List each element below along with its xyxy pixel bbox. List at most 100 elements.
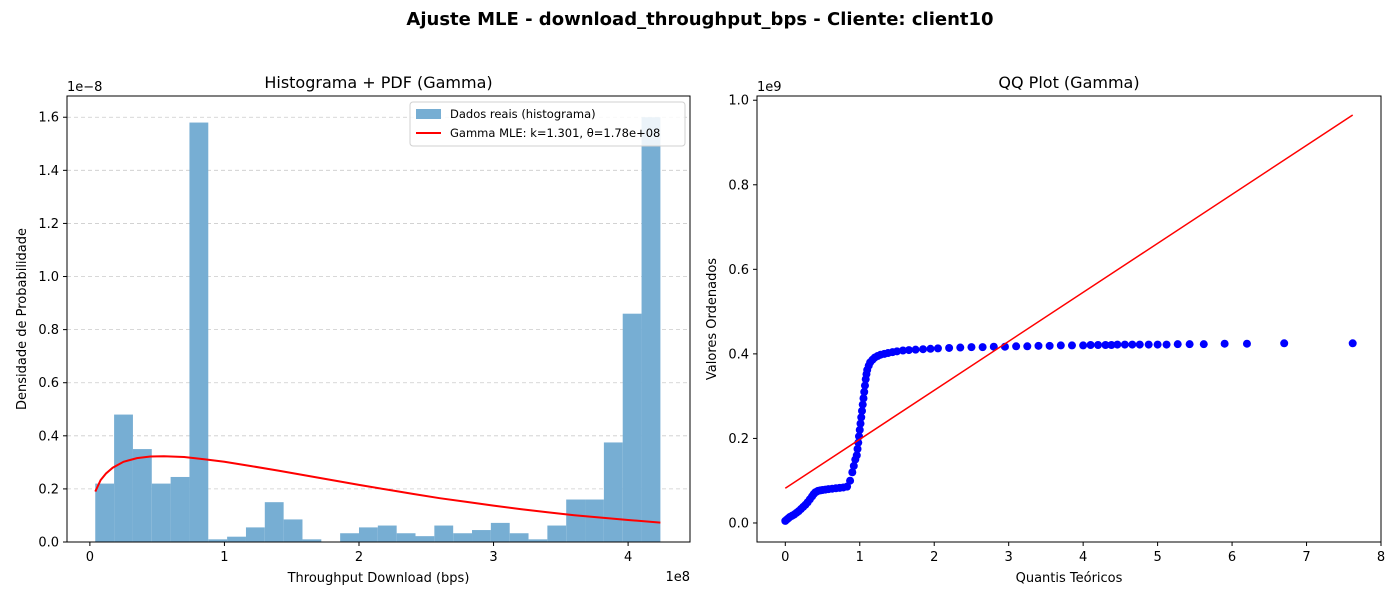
chart2-title: QQ Plot (Gamma) bbox=[998, 73, 1139, 92]
chart2-qq-point bbox=[1348, 339, 1357, 348]
chart2-qq-point bbox=[1113, 340, 1122, 349]
chart2-qq-point bbox=[1023, 342, 1032, 351]
chart2-qq-point bbox=[848, 468, 857, 477]
chart2-qq-point bbox=[852, 451, 861, 460]
chart1-histogram-bar bbox=[283, 519, 303, 542]
chart1-y-tick-label: 0.6 bbox=[38, 376, 59, 391]
chart1-histogram-bar bbox=[415, 536, 435, 542]
chart2-y-offset-text: 1e9 bbox=[757, 80, 782, 95]
chart2-qq-point bbox=[904, 346, 913, 355]
chart2-qq-point bbox=[857, 406, 866, 415]
chart1-legend-bar-swatch bbox=[416, 109, 441, 119]
chart2-x-tick-label: 6 bbox=[1228, 550, 1236, 565]
chart1-histogram-bar bbox=[302, 539, 322, 542]
chart1-y-axis-label: Densidade de Probabilidade bbox=[15, 228, 30, 410]
chart1-histogram-bar bbox=[227, 536, 246, 542]
chart1-histogram-bar bbox=[472, 530, 491, 542]
chart2-qq-point bbox=[898, 346, 907, 355]
chart1-histogram-bar bbox=[151, 483, 171, 542]
chart1-histogram-bar bbox=[641, 117, 661, 542]
chart2-qq-point bbox=[1173, 340, 1182, 349]
chart1-histogram-bar bbox=[603, 442, 623, 542]
chart1-histogram-bar bbox=[114, 414, 133, 542]
chart2-qq-point bbox=[1153, 340, 1162, 349]
chart2-qq-point bbox=[1101, 340, 1110, 349]
chart2-x-tick-label: 3 bbox=[1005, 550, 1013, 565]
chart1-histogram-bar bbox=[245, 527, 265, 542]
chart2-y-tick-label: 0.4 bbox=[728, 347, 749, 362]
chart2-qq-point bbox=[1199, 340, 1208, 349]
chart2-qq-point bbox=[1220, 339, 1229, 348]
chart1-x-tick-label: 2 bbox=[355, 550, 363, 565]
chart2-qq-point bbox=[978, 343, 987, 352]
chart2-qq-point bbox=[933, 344, 942, 353]
chart1-y-offset-text: 1e−8 bbox=[67, 80, 102, 95]
chart1-title: Histograma + PDF (Gamma) bbox=[264, 73, 492, 92]
chart1-legend-box bbox=[409, 101, 686, 147]
chart1-x-offset-text: 1e8 bbox=[665, 570, 690, 585]
chart1-histogram-bar bbox=[622, 313, 642, 542]
chart1-histogram-bar bbox=[434, 525, 454, 542]
chart2-x-tick-label: 1 bbox=[856, 550, 864, 565]
chart1-histogram-bar bbox=[358, 527, 378, 542]
chart2-qq-point bbox=[1079, 341, 1088, 350]
chart1-legend-label-gamma: Gamma MLE: k=1.301, θ=1.78e+08 bbox=[450, 126, 660, 140]
chart2-y-tick-label: 0.2 bbox=[728, 432, 749, 447]
chart2-qq-point bbox=[1107, 340, 1116, 349]
chart2-qq-point bbox=[892, 347, 901, 356]
chart2-qq-point bbox=[856, 419, 865, 428]
chart2-qq-point bbox=[1034, 341, 1043, 350]
chart2-x-tick-label: 4 bbox=[1079, 550, 1087, 565]
chart1-histogram-bar bbox=[208, 539, 228, 542]
chart1-y-tick-label: 0.2 bbox=[38, 482, 59, 497]
chart2-qq-point bbox=[1120, 340, 1129, 349]
chart2-qq-point bbox=[854, 438, 863, 447]
chart2-qq-point bbox=[855, 425, 864, 434]
chart2-qq-point bbox=[1135, 340, 1144, 349]
chart1-y-tick-label: 0.8 bbox=[38, 323, 59, 338]
chart1-histogram-bar bbox=[509, 533, 529, 542]
chart2-x-tick-label: 0 bbox=[781, 550, 789, 565]
chart2-qq-point bbox=[1086, 340, 1095, 349]
chart1-histogram-bar bbox=[547, 525, 567, 542]
chart2-x-tick-label: 8 bbox=[1377, 550, 1385, 565]
chart2-axes-frame bbox=[756, 95, 1382, 543]
chart2-qq-point bbox=[989, 342, 998, 351]
chart2-reference-line bbox=[784, 114, 1354, 489]
chart1-histogram-bar bbox=[453, 533, 473, 542]
chart1-histogram-bar bbox=[170, 476, 190, 542]
chart1-x-tick-label: 3 bbox=[489, 550, 497, 565]
chart2-qq-point bbox=[853, 444, 862, 453]
chart2-qq-point bbox=[1056, 341, 1065, 350]
chart1-x-axis-label: Throughput Download (bps) bbox=[287, 571, 470, 586]
chart2-y-tick-label: 0.6 bbox=[728, 263, 749, 278]
chart2-qq-point bbox=[945, 343, 954, 352]
chart1-histogram-bar bbox=[528, 539, 548, 542]
chart1-y-tick-label: 1.0 bbox=[38, 270, 59, 285]
chart2-qq-point bbox=[1094, 340, 1103, 349]
chart1-legend-label-histogram: Dados reais (histograma) bbox=[450, 107, 596, 121]
chart1-histogram-bar bbox=[490, 522, 510, 542]
chart2-qq-point bbox=[1144, 340, 1153, 349]
chart2-qq-point bbox=[919, 345, 928, 354]
chart1-histogram-bar bbox=[340, 533, 359, 542]
chart2-qq-point bbox=[860, 381, 869, 390]
chart2-qq-point bbox=[859, 394, 868, 403]
chart2-x-axis-label: Quantis Teóricos bbox=[1016, 571, 1123, 586]
chart2-y-axis-label: Valores Ordenados bbox=[705, 258, 720, 380]
chart1-histogram-bar bbox=[396, 533, 416, 542]
chart1-histogram-bar bbox=[264, 502, 284, 542]
chart2-x-tick-label: 2 bbox=[930, 550, 938, 565]
chart1-histogram-bar bbox=[377, 525, 397, 542]
chart2-y-tick-label: 1.0 bbox=[728, 94, 749, 109]
chart1-y-tick-label: 1.6 bbox=[38, 111, 59, 126]
chart1-y-tick-label: 1.2 bbox=[38, 217, 59, 232]
chart2-x-tick-label: 7 bbox=[1302, 550, 1310, 565]
chart2-qq-point bbox=[1162, 340, 1171, 349]
chart2-qq-point bbox=[843, 482, 852, 491]
chart1-y-tick-label: 1.4 bbox=[38, 164, 59, 179]
chart1-histogram-bar bbox=[566, 499, 586, 542]
chart2-qq-point bbox=[1280, 339, 1289, 348]
chart2-qq-point bbox=[1242, 339, 1251, 348]
chart2-qq-point bbox=[926, 344, 935, 353]
